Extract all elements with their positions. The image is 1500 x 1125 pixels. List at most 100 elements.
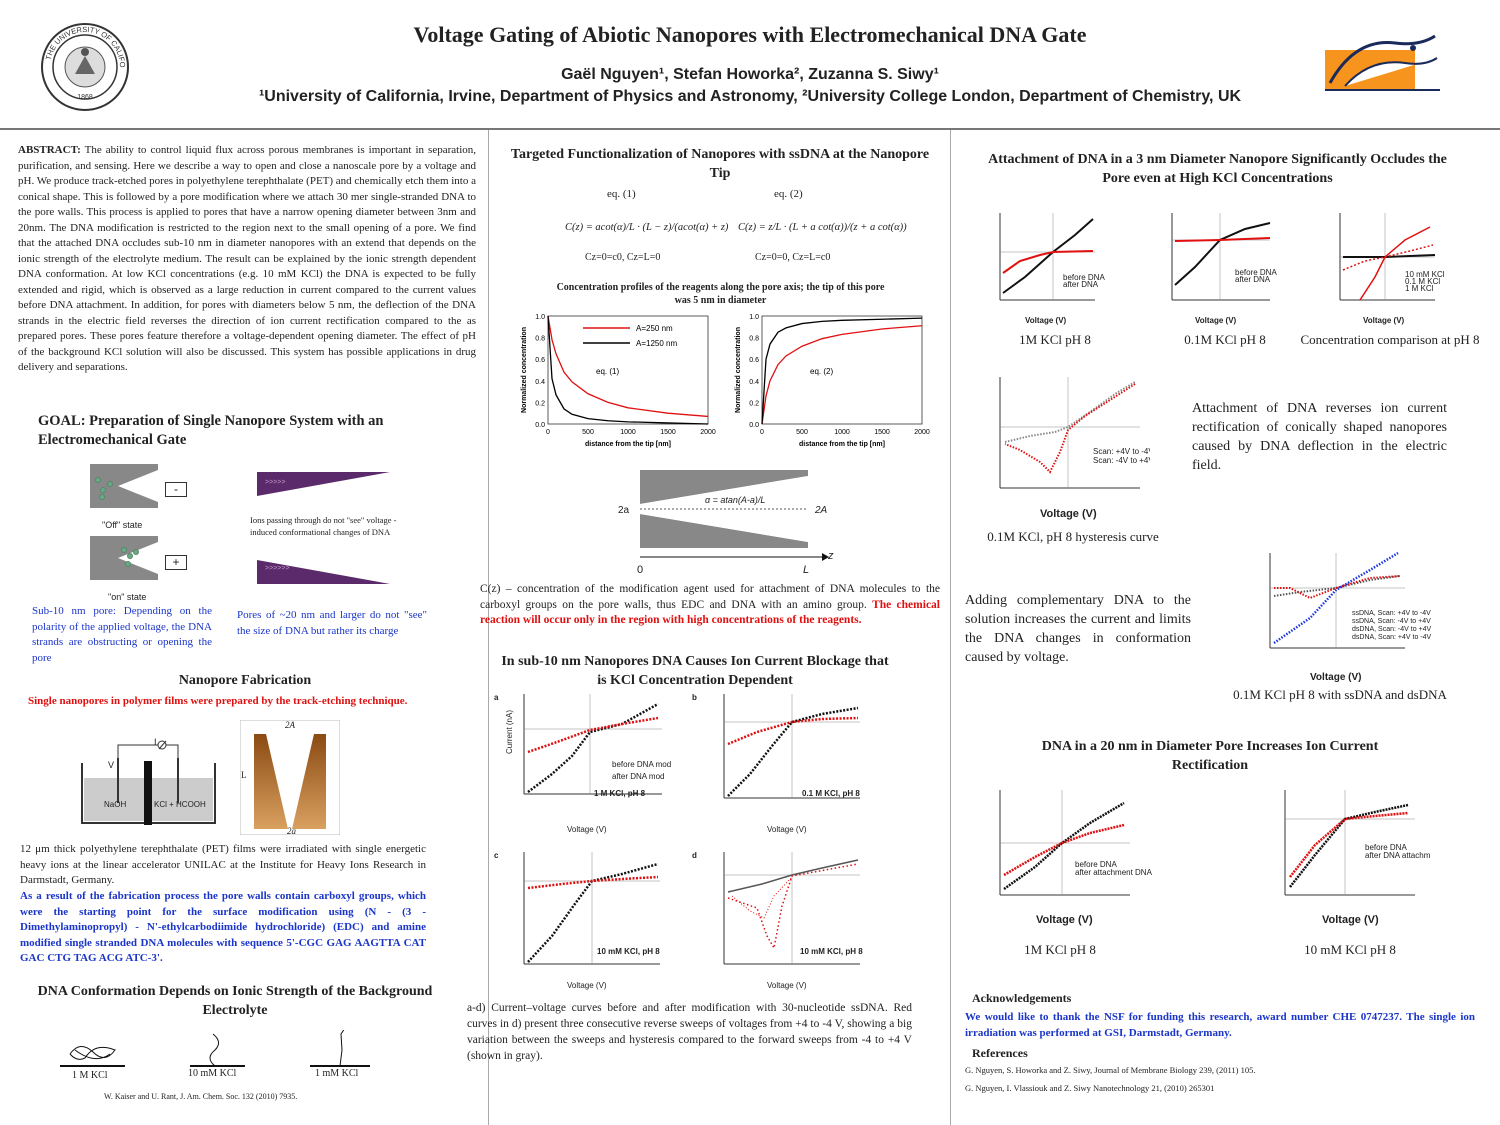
column-divider-2 bbox=[950, 130, 951, 1125]
series-line bbox=[761, 325, 923, 425]
abstract-label: ABSTRACT: bbox=[18, 144, 81, 156]
functionalization-heading: Targeted Functionalization of Nanopores … bbox=[510, 147, 930, 181]
ds-dna-chart: ssDNA, Scan: +4V to -4V ssDNA, Scan: -4V … bbox=[1230, 548, 1470, 686]
geom-2A-label: 2A bbox=[815, 505, 828, 516]
gate-diagram bbox=[88, 460, 238, 600]
svg-text:before DNA: before DNA bbox=[1365, 843, 1407, 852]
x-tick-label: 500 bbox=[582, 429, 594, 436]
ions-text: Ions passing through do not "see" voltag… bbox=[250, 515, 397, 537]
header-divider bbox=[0, 128, 1500, 130]
wide-pore-caption: Pores of ~20 nm and larger do not "see" … bbox=[237, 609, 427, 637]
svg-text:dsDNA, Scan: -4V to +4V: dsDNA, Scan: -4V to +4V bbox=[1352, 626, 1432, 633]
svg-text:Voltage (V): Voltage (V) bbox=[1036, 914, 1093, 926]
svg-text:>>>>>: >>>>> bbox=[265, 479, 285, 486]
y-tick-label: 0.4 bbox=[749, 379, 759, 386]
svg-text:Voltage (V): Voltage (V) bbox=[1195, 316, 1237, 325]
equation-2: C(z) = z/L · (L + a cot(α))/(z + a cot(α… bbox=[738, 222, 907, 233]
rectification-caption-1: 1M KCl pH 8 bbox=[1024, 942, 1096, 957]
complementary-dna-text: Adding complementary DNA to the solution… bbox=[965, 593, 1191, 665]
svg-text:after DNA attachment: after DNA attachment bbox=[1365, 851, 1430, 860]
y-tick-label: 1.0 bbox=[535, 314, 545, 321]
ack-text: We would like to thank the NSF for fundi… bbox=[965, 1011, 1475, 1039]
legend-label: A=250 nm bbox=[636, 324, 673, 333]
svg-text:before DNA: before DNA bbox=[1075, 860, 1117, 869]
svg-text:10 mM KCl, pH 8: 10 mM KCl, pH 8 bbox=[597, 947, 660, 956]
y-tick-label: 0.8 bbox=[535, 336, 545, 343]
svg-text:>>>>>>: >>>>>> bbox=[265, 565, 290, 572]
authors: Gaël Nguyen¹, Stefan Howorka², Zuzanna S… bbox=[561, 66, 939, 83]
pore-bottom-label: 2a bbox=[287, 826, 296, 836]
x-tick-label: 0 bbox=[760, 429, 764, 436]
conical-pore-diagram bbox=[239, 719, 341, 836]
functionalization-caption-red: The chemical reaction will occur only in… bbox=[480, 598, 940, 627]
rectification-heading: DNA in a 20 nm in Diameter Pore Increase… bbox=[1041, 739, 1379, 773]
poster-title: Voltage Gating of Abiotic Nanopores with… bbox=[413, 22, 1087, 47]
y-tick-label: 0.6 bbox=[749, 357, 759, 364]
cell-left-label: NaOH bbox=[104, 800, 127, 809]
cell-right-label: KCl + HCOOH bbox=[154, 800, 206, 809]
y-tick-label: 0.8 bbox=[749, 336, 759, 343]
pore-side-label: L bbox=[241, 770, 247, 780]
svg-text:after attachment DNA: after attachment DNA bbox=[1075, 868, 1153, 877]
svg-text:ssDNA, Scan: -4V to +4V: ssDNA, Scan: -4V to +4V bbox=[1352, 618, 1431, 625]
series-line bbox=[761, 317, 923, 425]
svg-text:after DNA: after DNA bbox=[1063, 280, 1099, 289]
svg-text:after DNA mod: after DNA mod bbox=[612, 772, 664, 781]
legend-label: A=1250 nm bbox=[636, 339, 677, 348]
svg-text:1 M KCl, pH 8: 1 M KCl, pH 8 bbox=[594, 789, 646, 798]
ack-heading: Acknowledgements bbox=[972, 991, 1072, 1005]
svg-text:after DNA: after DNA bbox=[1235, 275, 1271, 284]
svg-text:Current (nA): Current (nA) bbox=[505, 710, 514, 754]
svg-text:Scan: +4V to -4V: Scan: +4V to -4V bbox=[1093, 447, 1150, 456]
ref-1: G. Nguyen, S. Howorka and Z. Siwy, Journ… bbox=[965, 1065, 1256, 1075]
boundary-condition-2: Cz=0=0, Cz=L=c0 bbox=[755, 252, 831, 263]
blockage-caption-text: a-d) Current–voltage curves before and a… bbox=[467, 1002, 912, 1062]
y-axis-label: Normalized concentration bbox=[735, 327, 742, 413]
z-axis-arrow bbox=[640, 550, 830, 564]
minus-box: - bbox=[165, 482, 187, 497]
boundary-condition-1: Cz=0=c0, Cz=L=0 bbox=[585, 252, 661, 263]
svg-text:Voltage (V): Voltage (V) bbox=[1322, 914, 1379, 926]
svg-text:Scan: -4V to +4V: Scan: -4V to +4V bbox=[1093, 456, 1150, 465]
x-tick-label: 1000 bbox=[620, 429, 636, 436]
x-tick-label: 1000 bbox=[834, 429, 850, 436]
rectification-reversal-text: Attachment of DNA reverses ion current r… bbox=[1192, 401, 1447, 473]
y-tick-label: 0.0 bbox=[749, 422, 759, 429]
svg-text:0.1 M KCl, pH 8: 0.1 M KCl, pH 8 bbox=[802, 789, 860, 798]
x-tick-label: 500 bbox=[796, 429, 808, 436]
svg-text:Voltage (V): Voltage (V) bbox=[767, 825, 807, 834]
x-tick-label: 1500 bbox=[874, 429, 890, 436]
x-tick-label: 1500 bbox=[660, 429, 676, 436]
ucl-logo bbox=[1325, 28, 1440, 93]
conformation-label-1m: 1 M KCl bbox=[72, 1070, 108, 1081]
svg-text:10 mM KCl: 10 mM KCl bbox=[1405, 270, 1445, 279]
geom-z-label: z bbox=[828, 550, 834, 562]
rectification-caption-2: 10 mM KCl pH 8 bbox=[1304, 942, 1396, 957]
concentration-chart-eq2: 0.0 0.2 0.4 0.6 0.8 1.0 0 500 1000 1500 2000 distan… bbox=[735, 314, 930, 448]
svg-text:1 M KCl: 1 M KCl bbox=[1405, 284, 1434, 293]
svg-text:1868: 1868 bbox=[77, 94, 93, 101]
off-state-label: "Off" state bbox=[102, 520, 143, 530]
on-state-label: "on" state bbox=[108, 592, 147, 602]
rectification-charts: before DNA after attachment DNA Voltage (… bbox=[960, 785, 1442, 930]
svg-text:c: c bbox=[494, 851, 499, 860]
conformation-reference: W. Kaiser and U. Rant, J. Am. Chem. Soc.… bbox=[104, 1092, 298, 1101]
svg-text:10 mM KCl, pH 8: 10 mM KCl, pH 8 bbox=[800, 947, 863, 956]
hysteresis-chart: Scan: +4V to -4V Scan: -4V to +4V Voltage… bbox=[960, 372, 1154, 522]
ref-2: G. Nguyen, I. Vlassiouk and Z. Siwy Nano… bbox=[965, 1083, 1215, 1093]
svg-text:b: b bbox=[692, 693, 697, 702]
x-tick-label: 2000 bbox=[914, 429, 930, 436]
wide-pore-diagram: >>>>> >>>>>> bbox=[255, 470, 395, 590]
pore-geometry-diagram bbox=[640, 470, 810, 550]
abstract: ABSTRACT: The ability to control liquid … bbox=[18, 143, 476, 376]
svg-text:before DNA mod: before DNA mod bbox=[612, 760, 671, 769]
svg-text:before DNA: before DNA bbox=[1235, 268, 1277, 277]
geom-2a-label: 2a bbox=[618, 505, 630, 516]
hysteresis-caption: 0.1M KCl, pH 8 hysteresis curve bbox=[987, 529, 1159, 544]
refs-heading: References bbox=[972, 1046, 1028, 1060]
y-axis-label: Normalized concentration bbox=[521, 327, 528, 413]
cell-v-label: V bbox=[108, 760, 115, 770]
fabrication-red-text: Single nanopores in polymer films were p… bbox=[28, 695, 408, 707]
svg-text:Voltage (V): Voltage (V) bbox=[767, 981, 807, 990]
uc-seal-logo: THE UNIVERSITY OF CALIFORNIA 1868 bbox=[37, 15, 130, 112]
